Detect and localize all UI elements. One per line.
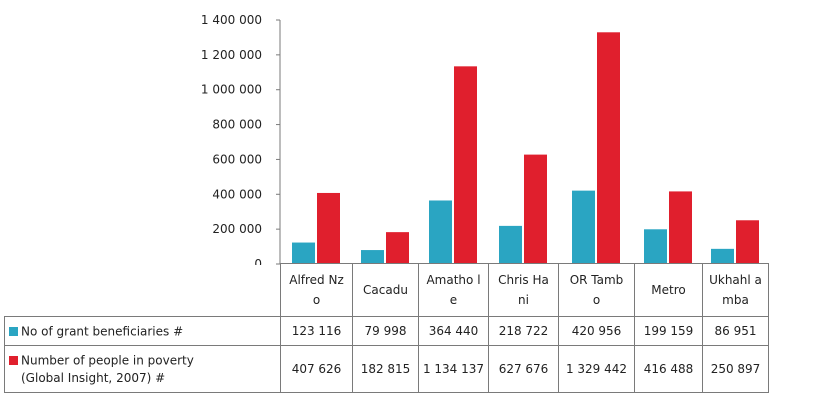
bars bbox=[292, 32, 759, 264]
series-1-legend: No of grant beneficiaries # bbox=[4, 316, 281, 346]
bar-series-1 bbox=[572, 190, 595, 264]
blank-cell bbox=[5, 264, 281, 317]
series-2-value-cell: 182 815 bbox=[352, 345, 419, 393]
series-1-value-cell: 86 951 bbox=[702, 316, 769, 346]
y-axis: 0 200 000 400 000 600 000 800 000 1 000 000 1 … bbox=[201, 13, 281, 265]
series-2-legend: Number of people in poverty (Global Insi… bbox=[4, 345, 281, 393]
category-cell: Cacadu bbox=[352, 263, 419, 317]
series-1-value-cell: 218 722 bbox=[488, 316, 559, 346]
bar-series-1 bbox=[711, 248, 734, 264]
series-2-row: Number of people in poverty (Global Insi… bbox=[4, 345, 769, 393]
category-cell: Alfred Nzo bbox=[280, 263, 353, 317]
series-2-value-cell: 1 134 137 bbox=[418, 345, 489, 393]
series-1-value-cell: 79 998 bbox=[352, 316, 419, 346]
series-1-value-cell: 364 440 bbox=[418, 316, 489, 346]
bar-series-2 bbox=[669, 191, 692, 264]
bar-series-1 bbox=[292, 242, 315, 264]
series-1-value-cell: 199 159 bbox=[634, 316, 703, 346]
series-2-value-cell: 1 329 442 bbox=[558, 345, 635, 393]
series-2-label-line1: Number of people in poverty bbox=[21, 353, 194, 368]
series-1-row: No of grant beneficiaries # 123 116 79 99… bbox=[4, 316, 769, 346]
category-label: Alfred Nzo bbox=[289, 273, 344, 307]
series-1-value-cell: 420 956 bbox=[558, 316, 635, 346]
bar-series-2 bbox=[524, 154, 547, 264]
series-1-label: No of grant beneficiaries # bbox=[21, 324, 184, 339]
category-label: Cacadu bbox=[363, 283, 408, 297]
category-cell: OR Tambo bbox=[558, 263, 635, 317]
category-cell: Amatho le bbox=[418, 263, 489, 317]
y-tick-label: 0 bbox=[254, 257, 262, 265]
y-tick-label: 1 200 000 bbox=[201, 48, 262, 62]
y-tick-label: 1 400 000 bbox=[201, 13, 262, 27]
bar-chart: 0 200 000 400 000 600 000 800 000 1 000 000 1 … bbox=[201, 13, 759, 265]
category-label: Metro bbox=[651, 283, 686, 297]
category-label: OR Tambo bbox=[569, 273, 624, 307]
bar-series-2 bbox=[736, 220, 759, 264]
data-table: Alfred Nzo Cacadu Amatho le Chris Hani OR Ta… bbox=[4, 263, 769, 393]
bar-series-2 bbox=[454, 66, 477, 264]
y-tick-label: 200 000 bbox=[212, 222, 262, 236]
y-tick-label: 1 000 000 bbox=[201, 83, 262, 97]
bar-series-2 bbox=[386, 232, 409, 264]
category-row: Alfred Nzo Cacadu Amatho le Chris Hani OR Ta… bbox=[5, 263, 769, 317]
y-tick-label: 800 000 bbox=[212, 118, 262, 132]
series-2-swatch bbox=[9, 355, 18, 365]
y-tick-label: 400 000 bbox=[212, 187, 262, 201]
bar-series-2 bbox=[317, 192, 340, 264]
category-label: Amatho le bbox=[426, 273, 481, 307]
category-label: Ukhahl amba bbox=[709, 273, 762, 307]
bar-series-1 bbox=[361, 250, 384, 264]
series-2-value-cell: 627 676 bbox=[488, 345, 559, 393]
category-cell: Ukhahl amba bbox=[702, 263, 769, 317]
y-tick-label: 600 000 bbox=[212, 152, 262, 166]
bar-series-2 bbox=[597, 32, 620, 264]
category-cell: Chris Hani bbox=[488, 263, 559, 317]
bar-series-1 bbox=[644, 229, 667, 264]
series-1-swatch bbox=[9, 326, 18, 336]
series-2-label-line2: (Global Insight, 2007) # bbox=[21, 371, 166, 386]
series-2-value-cell: 250 897 bbox=[702, 345, 769, 393]
bar-series-1 bbox=[429, 200, 452, 264]
series-1-value-cell: 123 116 bbox=[280, 316, 353, 346]
category-cell: Metro bbox=[634, 263, 703, 317]
category-label: Chris Hani bbox=[498, 273, 549, 307]
series-2-value-cell: 407 626 bbox=[280, 345, 353, 393]
bar-series-1 bbox=[499, 225, 522, 264]
series-2-value-cell: 416 488 bbox=[634, 345, 703, 393]
